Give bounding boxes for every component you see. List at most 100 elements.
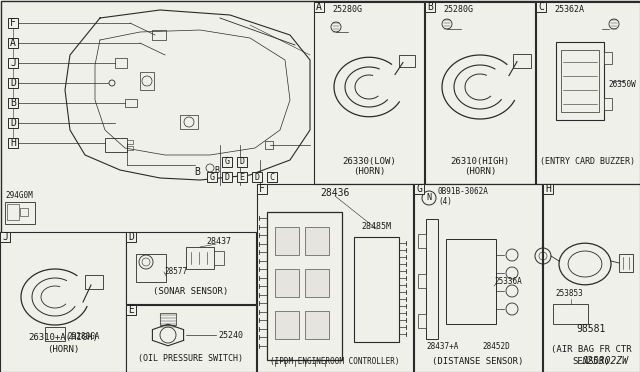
Bar (160, 313, 176, 325)
Text: J25302ZW: J25302ZW (581, 356, 628, 366)
Text: (AIR BAG FR CTR: (AIR BAG FR CTR (551, 345, 632, 354)
Bar (0, 232, 10, 242)
Bar (127, 140, 133, 144)
Bar (0, 232, 126, 372)
Bar (8, 138, 18, 148)
Bar (426, 219, 438, 339)
Bar (543, 184, 640, 372)
Text: D: D (239, 157, 244, 167)
Text: J: J (10, 58, 16, 68)
Bar (425, 2, 535, 184)
Text: D: D (10, 118, 16, 128)
Bar (354, 237, 399, 342)
Text: 26350W: 26350W (608, 80, 636, 89)
Text: E: E (128, 305, 134, 315)
Text: 26310(HIGH): 26310(HIGH) (451, 157, 509, 166)
Bar (257, 184, 413, 372)
Text: (HORN): (HORN) (47, 345, 79, 354)
Text: 26310+A(HIGH): 26310+A(HIGH) (28, 333, 98, 342)
Bar (126, 305, 256, 372)
Text: 28485M: 28485M (362, 222, 392, 231)
Bar (8, 78, 18, 88)
Bar (222, 172, 232, 182)
Text: 28436: 28436 (320, 188, 349, 198)
Text: C: C (538, 2, 544, 12)
Bar (556, 42, 604, 120)
Bar (619, 254, 633, 272)
Bar (418, 234, 426, 248)
Text: (DISTANSE SENSOR): (DISTANSE SENSOR) (432, 357, 524, 366)
Bar (45, 327, 65, 341)
Text: H: H (10, 138, 16, 148)
Text: 25336A: 25336A (494, 277, 522, 286)
Bar (207, 172, 217, 182)
Bar (5, 202, 35, 224)
Text: 25280G: 25280G (443, 5, 473, 14)
Text: 28577: 28577 (164, 267, 187, 276)
Bar (214, 251, 224, 265)
Bar (152, 30, 166, 40)
Bar (267, 212, 342, 360)
Bar (314, 2, 424, 184)
Text: B: B (427, 2, 433, 12)
Bar (85, 275, 103, 289)
Text: B: B (194, 167, 200, 177)
Text: G: G (225, 157, 230, 167)
Bar (418, 314, 426, 328)
Text: (HORN): (HORN) (353, 167, 385, 176)
Bar (257, 184, 267, 194)
Text: D: D (225, 173, 230, 182)
Text: (OIL PRESSURE SWITCH): (OIL PRESSURE SWITCH) (138, 354, 243, 363)
Text: F: F (10, 18, 16, 28)
Text: SENSOR): SENSOR) (573, 357, 611, 366)
Text: (4): (4) (438, 197, 452, 206)
Bar (305, 269, 329, 297)
Bar (136, 254, 166, 282)
Bar (536, 2, 640, 184)
Bar (414, 184, 542, 372)
Text: 25280G: 25280G (332, 5, 362, 14)
Bar (414, 184, 424, 194)
Bar (126, 232, 256, 304)
Bar (604, 98, 612, 110)
Text: 0B91B-3062A: 0B91B-3062A (438, 187, 489, 196)
Bar (8, 118, 18, 128)
Bar (7, 204, 19, 220)
Bar (20, 208, 28, 216)
Bar (425, 2, 435, 12)
Bar (140, 72, 154, 90)
Bar (275, 269, 299, 297)
Bar (237, 172, 247, 182)
Bar (126, 305, 136, 315)
Text: E: E (239, 173, 244, 182)
Bar (127, 146, 133, 150)
Text: 253853: 253853 (555, 289, 583, 298)
Text: F: F (259, 184, 265, 194)
Text: D: D (255, 173, 259, 182)
Bar (8, 38, 18, 48)
Bar (275, 311, 299, 339)
Text: G: G (209, 173, 214, 182)
Text: D: D (128, 232, 134, 242)
Text: 28452D: 28452D (482, 342, 509, 351)
Bar (8, 98, 18, 108)
Text: 25362A: 25362A (554, 5, 584, 14)
Bar (553, 304, 588, 324)
Bar (252, 172, 262, 182)
Text: 98581: 98581 (577, 324, 606, 334)
Bar (543, 184, 553, 194)
Bar (8, 58, 18, 68)
Text: (ENTRY CARD BUZZER): (ENTRY CARD BUZZER) (541, 157, 636, 166)
Bar (604, 52, 612, 64)
Text: (HORN): (HORN) (464, 167, 496, 176)
Bar (267, 172, 277, 182)
Bar (446, 239, 496, 324)
Bar (314, 2, 324, 12)
Bar (561, 50, 599, 112)
Text: A: A (316, 2, 322, 12)
Text: 26330(LOW): 26330(LOW) (342, 157, 396, 166)
Bar (305, 227, 329, 255)
Text: A: A (10, 38, 16, 48)
Text: D: D (10, 78, 16, 88)
Text: H: H (545, 184, 551, 194)
